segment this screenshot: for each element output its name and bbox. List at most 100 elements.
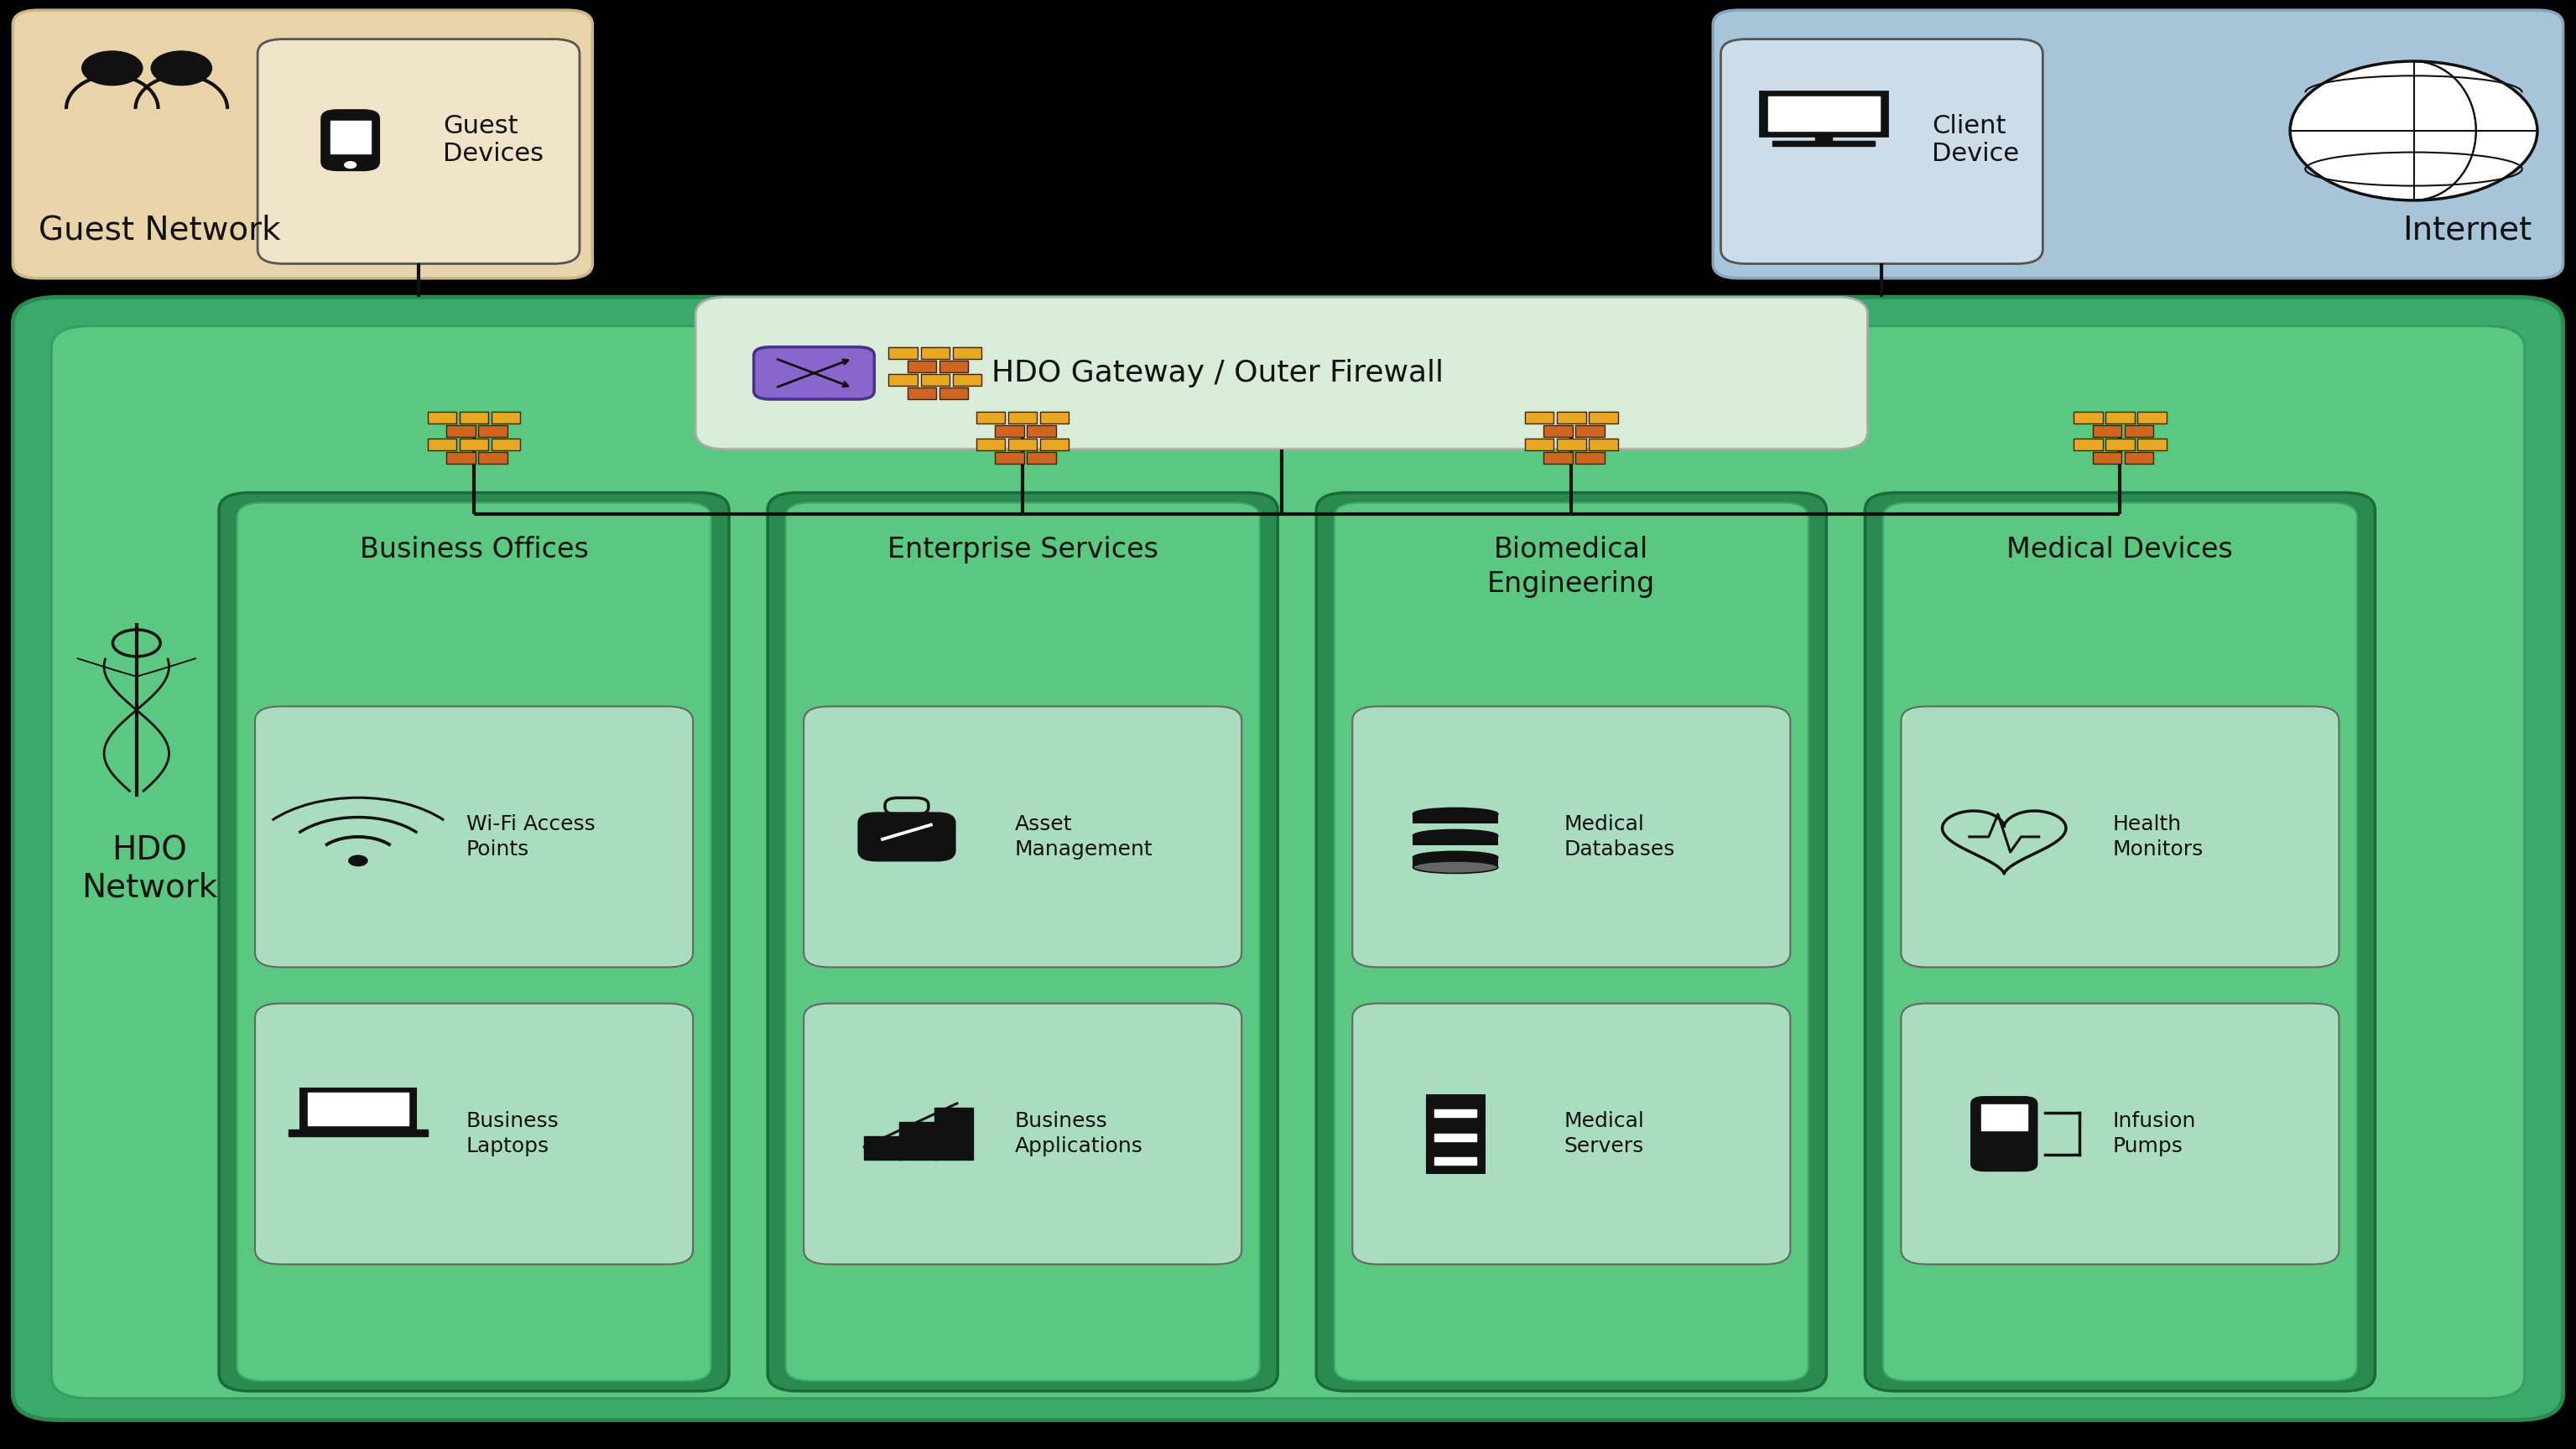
- Bar: [2074, 439, 2102, 451]
- Bar: [1556, 412, 1587, 423]
- FancyBboxPatch shape: [219, 493, 729, 1391]
- Bar: [1414, 858, 1499, 867]
- FancyBboxPatch shape: [1721, 39, 2043, 264]
- Bar: [309, 1093, 410, 1124]
- Bar: [953, 374, 981, 385]
- Bar: [289, 1130, 428, 1136]
- Text: Business
Applications: Business Applications: [1015, 1111, 1144, 1156]
- Bar: [1028, 425, 1056, 436]
- Bar: [994, 425, 1023, 436]
- Text: HDO
Network: HDO Network: [82, 835, 216, 904]
- Bar: [1414, 814, 1499, 823]
- Bar: [2092, 425, 2120, 436]
- FancyBboxPatch shape: [13, 297, 2563, 1420]
- Bar: [935, 1107, 974, 1159]
- Bar: [2105, 439, 2136, 451]
- FancyBboxPatch shape: [322, 110, 379, 171]
- Text: Infusion
Pumps: Infusion Pumps: [2112, 1111, 2195, 1156]
- Bar: [953, 348, 981, 359]
- Bar: [976, 439, 1005, 451]
- Text: Health
Monitors: Health Monitors: [2112, 814, 2202, 859]
- Bar: [2092, 452, 2120, 464]
- FancyBboxPatch shape: [1865, 493, 2375, 1391]
- Circle shape: [2290, 61, 2537, 200]
- FancyBboxPatch shape: [52, 326, 2524, 1398]
- Text: Internet: Internet: [2403, 214, 2532, 246]
- Bar: [446, 425, 474, 436]
- Bar: [1759, 91, 1888, 136]
- FancyBboxPatch shape: [258, 39, 580, 264]
- Bar: [1435, 1133, 1476, 1142]
- Text: Guest Network: Guest Network: [39, 214, 281, 246]
- FancyBboxPatch shape: [13, 10, 592, 278]
- FancyBboxPatch shape: [1316, 493, 1826, 1391]
- Bar: [1007, 439, 1038, 451]
- Bar: [2105, 412, 2136, 423]
- Bar: [459, 439, 489, 451]
- Text: Enterprise Services: Enterprise Services: [886, 536, 1159, 564]
- FancyBboxPatch shape: [1713, 10, 2563, 278]
- Text: Business
Laptops: Business Laptops: [466, 1111, 559, 1156]
- Bar: [479, 425, 507, 436]
- Bar: [492, 439, 520, 451]
- FancyBboxPatch shape: [786, 503, 1260, 1381]
- Bar: [920, 348, 951, 359]
- Polygon shape: [137, 658, 196, 677]
- Bar: [1414, 836, 1499, 846]
- Ellipse shape: [1414, 830, 1499, 842]
- Bar: [899, 1123, 938, 1159]
- FancyBboxPatch shape: [1901, 1003, 2339, 1264]
- FancyBboxPatch shape: [804, 707, 1242, 968]
- FancyBboxPatch shape: [1352, 1003, 1790, 1264]
- Text: HDO Gateway / Outer Firewall: HDO Gateway / Outer Firewall: [992, 359, 1445, 387]
- Bar: [1427, 1095, 1484, 1174]
- Bar: [2138, 412, 2166, 423]
- Bar: [976, 412, 1005, 423]
- Text: Biomedical
Engineering: Biomedical Engineering: [1486, 536, 1656, 598]
- Text: Medical Devices: Medical Devices: [2007, 536, 2233, 564]
- Bar: [1041, 412, 1069, 423]
- FancyBboxPatch shape: [768, 493, 1278, 1391]
- FancyBboxPatch shape: [237, 503, 711, 1381]
- Bar: [940, 387, 969, 398]
- Text: Business Offices: Business Offices: [361, 536, 587, 564]
- Bar: [479, 452, 507, 464]
- Circle shape: [348, 855, 368, 867]
- Circle shape: [82, 51, 142, 85]
- Bar: [1577, 452, 1605, 464]
- Bar: [428, 412, 456, 423]
- Bar: [1543, 425, 1571, 436]
- FancyBboxPatch shape: [1883, 503, 2357, 1381]
- FancyBboxPatch shape: [255, 1003, 693, 1264]
- Bar: [940, 361, 969, 372]
- FancyBboxPatch shape: [696, 297, 1868, 449]
- Bar: [2074, 412, 2102, 423]
- FancyBboxPatch shape: [1971, 1097, 2038, 1171]
- Bar: [1589, 412, 1618, 423]
- FancyBboxPatch shape: [755, 348, 873, 400]
- Bar: [1435, 1158, 1476, 1165]
- Text: Asset
Management: Asset Management: [1015, 814, 1154, 859]
- Bar: [907, 387, 935, 398]
- Bar: [1816, 136, 1832, 142]
- Bar: [1981, 1104, 2027, 1130]
- FancyBboxPatch shape: [858, 813, 956, 861]
- FancyBboxPatch shape: [1334, 503, 1808, 1381]
- Bar: [1435, 1110, 1476, 1117]
- Bar: [1007, 412, 1038, 423]
- FancyBboxPatch shape: [255, 707, 693, 968]
- Bar: [2138, 439, 2166, 451]
- Bar: [1577, 425, 1605, 436]
- FancyBboxPatch shape: [1901, 707, 2339, 968]
- Polygon shape: [77, 658, 137, 677]
- Text: Guest
Devices: Guest Devices: [443, 114, 544, 167]
- Circle shape: [152, 51, 211, 85]
- Bar: [446, 452, 474, 464]
- Text: Medical
Servers: Medical Servers: [1564, 1111, 1643, 1156]
- Bar: [863, 1136, 902, 1159]
- Circle shape: [345, 162, 355, 168]
- FancyBboxPatch shape: [804, 1003, 1242, 1264]
- Bar: [459, 412, 489, 423]
- Bar: [428, 439, 456, 451]
- Ellipse shape: [1414, 861, 1499, 874]
